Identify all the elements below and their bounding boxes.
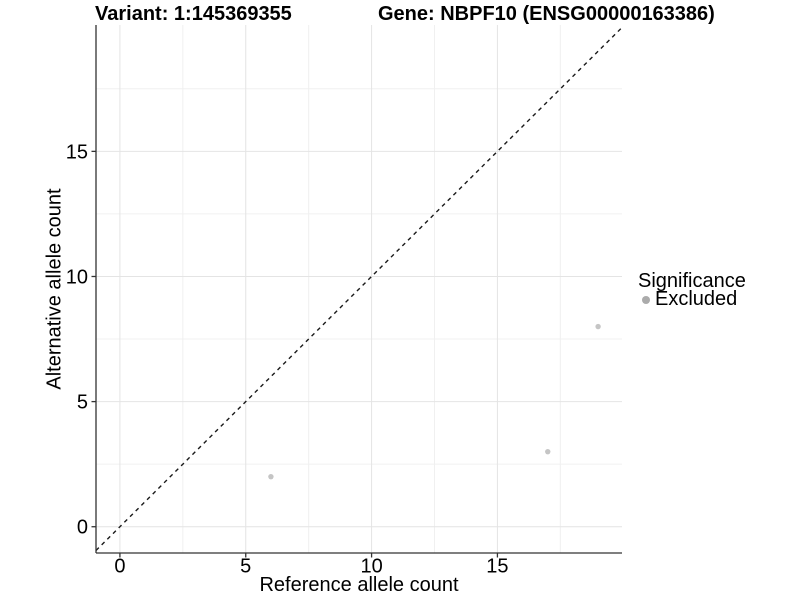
x-tick-label: 15 <box>486 556 508 578</box>
data-point <box>268 473 274 480</box>
legend-key-dot-icon <box>642 295 650 304</box>
legend: Significance Excluded <box>638 270 746 311</box>
data-point <box>545 448 551 455</box>
plot-title-variant: Variant: 1:145369355 <box>95 3 292 25</box>
x-tick-label: 0 <box>114 556 125 578</box>
legend-title: Significance <box>638 270 746 292</box>
legend-item-excluded: Excluded <box>638 288 746 311</box>
y-axis-title: Alternative allele count <box>43 188 66 390</box>
y-tick-label: 15 <box>66 141 88 163</box>
y-tick-label: 5 <box>77 392 88 414</box>
x-tick-label: 10 <box>360 556 382 578</box>
x-axis-title: Reference allele count <box>259 574 459 596</box>
plot-title-gene: Gene: NBPF10 (ENSG00000163386) <box>378 3 715 25</box>
legend-item-label: Excluded <box>655 288 738 310</box>
data-point <box>595 323 601 330</box>
x-tick-label: 5 <box>240 556 251 578</box>
y-tick-label: 10 <box>66 266 88 288</box>
identity-dashed-line <box>95 27 623 551</box>
y-tick-label: 0 <box>77 517 88 539</box>
